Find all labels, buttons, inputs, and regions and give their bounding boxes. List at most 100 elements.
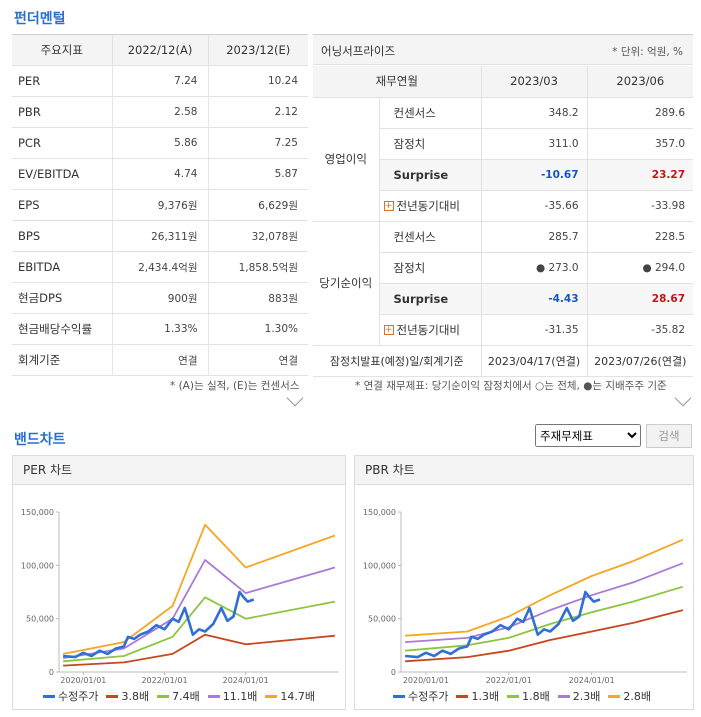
earnings-value-q2: 289.6 — [586, 97, 694, 129]
indicator-actual: 1.33% — [111, 313, 208, 345]
legend-label: 2.3배 — [572, 690, 601, 703]
earnings-value-q2: -33.98 — [586, 190, 694, 222]
earnings-row-label-text: 전년동기대비 — [396, 322, 460, 337]
legend-label: 3.8배 — [121, 690, 150, 703]
y-tick-label: 0 — [391, 668, 396, 677]
per-chart: 0 50,000 100,000 150,000 2020/01/01 2022/01/0… — [21, 508, 339, 685]
per-chart-panel: PER 차트 0 50,000 100,000 150,000 2020/01/01 20… — [12, 455, 346, 710]
pbr-chart-legend: 수정주가 1.3배 1.8배 2.3배 2.8배 — [393, 688, 651, 704]
indicator-row: BPS 26,311원 32,078원 — [12, 220, 308, 252]
earnings-title: 어닝서프라이즈 — [321, 44, 396, 58]
indicator-estimate: 10.24 — [207, 65, 308, 97]
legend-item[interactable]: 1.3배 — [456, 688, 499, 704]
per-chart-title: PER 차트 — [13, 456, 345, 485]
earnings-row-label: Surprise — [378, 283, 482, 315]
search-button[interactable]: 검색 — [646, 424, 692, 448]
indicator-row: PCR 5.86 7.25 — [12, 127, 308, 159]
earnings-row-label-text: 컨센서스 — [393, 229, 436, 244]
earnings-value-q2: 23.27 — [586, 159, 694, 191]
indicator-label: PCR — [12, 127, 112, 159]
y-tick-label: 0 — [49, 668, 54, 677]
indicator-actual: 9,376원 — [111, 189, 208, 221]
series-line-0 — [404, 590, 601, 659]
expand-earnings-chevron-icon[interactable] — [674, 389, 692, 407]
expand-plus-icon[interactable]: + — [383, 325, 394, 335]
indicator-row: EV/EBITDA 4.74 5.87 — [12, 158, 308, 190]
legend-swatch — [557, 694, 570, 698]
col-header-q1: 2023/03 — [480, 66, 588, 98]
fundamental-title: 펀더멘털 — [14, 11, 66, 27]
earnings-row-label: + 전년동기대비 — [378, 190, 482, 222]
statement-type-select[interactable]: 주재무제표 — [535, 424, 641, 447]
indicator-label: EPS — [12, 189, 112, 221]
legend-item[interactable]: 수정주가 — [393, 688, 448, 704]
series-line-0 — [62, 590, 255, 659]
earnings-footer-q1: 2023/04/17(연결) — [480, 345, 588, 377]
legend-label: 11.1배 — [222, 690, 258, 703]
legend-label: 14.7배 — [280, 690, 315, 703]
earnings-footer-label: 잠정치발표(예정)일/회계기준 — [313, 345, 482, 377]
y-tick-label: 150,000 — [21, 508, 54, 517]
band-title: 밴드차트 — [14, 432, 66, 448]
legend-label: 1.8배 — [522, 690, 550, 703]
indicator-row: EPS 9,376원 6,629원 — [12, 189, 308, 221]
x-tick-label: 2024/01/01 — [569, 676, 615, 685]
indicator-row: 현금DPS 900원 883원 — [12, 282, 308, 314]
indicator-actual: 4.74 — [111, 158, 208, 190]
indicator-estimate: 1.30% — [207, 313, 308, 345]
legend-item[interactable]: 1.8배 — [507, 688, 550, 704]
pbr-chart-panel: PBR 차트 0 50,000 100,000 150,000 2020/01/01 20… — [354, 455, 694, 710]
col-header-q2: 2023/06 — [586, 66, 694, 98]
legend-item[interactable]: 11.1배 — [207, 688, 258, 704]
earnings-note: * 연결 재무제표: 당기순이익 잠정치에서 ○는 전체, ●는 지배주주 기준 — [355, 380, 667, 392]
earnings-group-label: 당기순이익 — [313, 221, 379, 346]
earnings-footer-row: 잠정치발표(예정)일/회계기준 2023/04/17(연결) 2023/07/26(… — [313, 345, 694, 377]
legend-item[interactable]: 7.4배 — [157, 688, 200, 704]
earnings-value-q1: 348.2 — [480, 97, 588, 129]
indicator-estimate: 2.12 — [207, 96, 308, 128]
legend-item[interactable]: 수정주가 — [43, 688, 98, 704]
indicator-label: 현금DPS — [12, 282, 112, 314]
per-chart-legend: 수정주가 3.8배 7.4배 11.1배 14.7배 — [43, 688, 315, 704]
earnings-row: + 전년동기대비 -31.35 -35.82 — [313, 314, 694, 346]
legend-swatch — [207, 694, 220, 698]
earnings-value-q2: -35.82 — [586, 314, 694, 346]
series-line-1 — [405, 609, 684, 663]
earnings-row: Surprise -4.43 28.67 — [313, 283, 694, 315]
earnings-row-label: 컨센서스 — [378, 97, 482, 129]
indicator-actual: 900원 — [111, 282, 208, 314]
indicator-actual: 연결 — [111, 344, 208, 376]
expand-plus-icon[interactable]: + — [383, 201, 394, 211]
series-line-4 — [62, 523, 336, 655]
x-tick-label: 2020/01/01 — [60, 676, 106, 685]
earnings-row-label: Surprise — [378, 159, 482, 191]
legend-swatch — [456, 694, 469, 698]
legend-item[interactable]: 2.8배 — [608, 688, 651, 704]
earnings-row-label-text: Surprise — [393, 291, 449, 306]
indicator-label: PER — [12, 65, 112, 97]
x-tick-label: 2020/01/01 — [403, 676, 449, 685]
indicator-label: 회계기준 — [12, 344, 112, 376]
earnings-value-q1: 311.0 — [480, 128, 588, 160]
legend-swatch — [393, 694, 405, 698]
indicator-estimate: 883원 — [207, 282, 308, 314]
legend-item[interactable]: 3.8배 — [106, 688, 149, 704]
indicator-estimate: 6,629원 — [207, 189, 308, 221]
indicator-estimate: 32,078원 — [207, 220, 308, 252]
indicator-estimate: 1,858.5억원 — [207, 251, 308, 283]
legend-item[interactable]: 14.7배 — [265, 688, 315, 704]
indicator-actual: 5.86 — [111, 127, 208, 159]
legend-label: 수정주가 — [58, 690, 99, 703]
indicators-note: * (A)는 실적, (E)는 컨센서스 — [170, 380, 300, 392]
y-tick-label: 100,000 — [21, 561, 54, 570]
indicator-estimate: 7.25 — [207, 127, 308, 159]
earnings-row-label-text: 잠정치 — [393, 136, 426, 151]
earnings-value-q1: -10.67 — [480, 159, 588, 191]
col-header-indicator: 주요지표 — [12, 34, 112, 66]
legend-swatch — [106, 694, 119, 698]
legend-label: 1.3배 — [471, 690, 500, 703]
y-tick-label: 50,000 — [368, 615, 396, 624]
earnings-row-label-text: Surprise — [393, 167, 449, 182]
earnings-value-q1: -4.43 — [480, 283, 588, 315]
legend-item[interactable]: 2.3배 — [557, 688, 601, 704]
